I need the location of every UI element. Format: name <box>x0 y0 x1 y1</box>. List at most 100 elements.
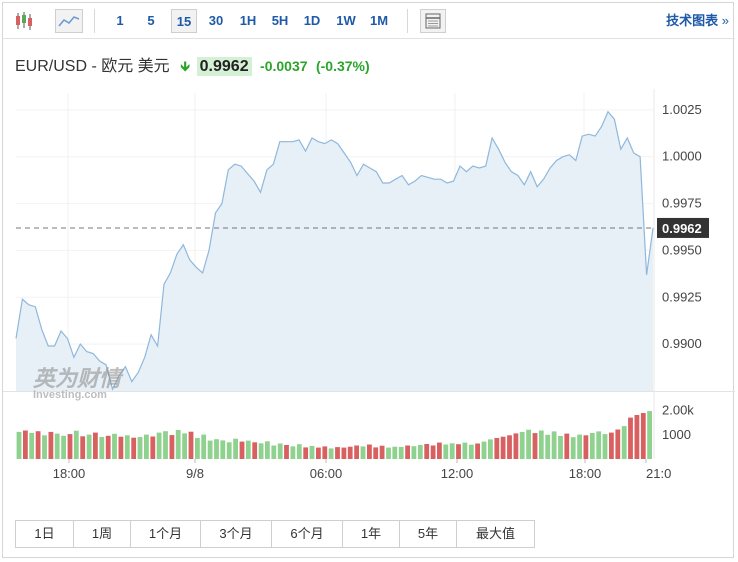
volume-bar <box>360 446 366 459</box>
volume-bar <box>335 447 340 459</box>
volume-bar <box>220 440 226 459</box>
volume-bar <box>118 436 124 459</box>
volume-bar <box>628 417 633 459</box>
volume-tick-label: 2.00k <box>662 403 694 418</box>
price-tick-label: 0.9950 <box>662 242 702 257</box>
volume-bar <box>602 434 608 459</box>
volume-bar <box>131 437 137 459</box>
volume-bar <box>86 434 92 459</box>
area-chart-icon[interactable] <box>55 9 83 33</box>
watermark-brand: 英为财情 <box>33 366 125 391</box>
volume-bar <box>42 435 47 459</box>
volume-bar <box>488 439 493 459</box>
volume-bar <box>564 433 570 459</box>
interval-5-button[interactable]: 5 <box>147 13 155 28</box>
volume-bar <box>437 442 442 459</box>
volume-bar <box>398 446 404 459</box>
volume-bar <box>551 431 557 459</box>
time-tick-label: 18:00 <box>569 466 602 481</box>
interval-15-button[interactable]: 15 <box>171 9 197 33</box>
volume-bar <box>23 430 28 459</box>
down-arrow-icon: 🡻 <box>180 58 191 74</box>
chart-toolbar: 1 5 15 30 1H 5H 1D 1W 1M 技术图表 » <box>3 3 735 39</box>
period-3m-button[interactable]: 3个月 <box>201 521 272 547</box>
volume-bar <box>245 440 251 459</box>
instrument-name: EUR/USD - 欧元 美元 <box>15 58 170 75</box>
price-tick-label: 1.0025 <box>662 102 702 117</box>
volume-bar <box>347 446 353 459</box>
volume-bar <box>54 433 60 459</box>
period-5y-button[interactable]: 5年 <box>400 521 457 547</box>
volume-bar <box>609 432 614 459</box>
technical-chart-link[interactable]: 技术图表 » <box>666 9 729 33</box>
volume-bar <box>93 432 98 459</box>
volume-bar <box>239 441 245 459</box>
volume-bar <box>621 426 627 459</box>
volume-bar <box>175 430 181 459</box>
volume-bar <box>392 446 398 459</box>
volume-bar <box>430 445 436 459</box>
interval-30-button[interactable]: 30 <box>208 13 224 28</box>
interval-5h-button[interactable]: 5H <box>271 13 289 28</box>
current-price-marker: 0.9962 <box>16 217 709 238</box>
quote-header: EUR/USD - 欧元 美元 🡻 0.9962 -0.0037 (-0.37%… <box>15 54 370 78</box>
interval-1h-button[interactable]: 1H <box>239 13 257 28</box>
volume-bar <box>634 415 640 459</box>
volume-bar <box>80 436 86 459</box>
period-1d-button[interactable]: 1日 <box>16 521 74 547</box>
price-tick-label: 0.9925 <box>662 289 702 304</box>
time-tick-label: 18:00 <box>53 466 86 481</box>
volume-bar <box>570 437 576 459</box>
volume-bar <box>105 435 111 459</box>
period-max-button[interactable]: 最大值 <box>475 526 515 541</box>
interval-1-button[interactable]: 1 <box>116 13 124 28</box>
toolbar-divider <box>94 9 95 33</box>
candlestick-chart-icon[interactable] <box>11 9 37 33</box>
interval-1w-button[interactable]: 1W <box>336 13 356 28</box>
volume-bar <box>513 433 519 459</box>
volume-bar <box>316 447 321 459</box>
interval-1m-button[interactable]: 1M <box>369 13 389 28</box>
volume-bar <box>124 435 130 459</box>
time-tick-label: 12:00 <box>441 466 474 481</box>
volume-bar <box>233 438 238 459</box>
price-change-percent: (-0.37%) <box>315 58 370 74</box>
volume-bar <box>367 444 372 459</box>
price-chart[interactable]: 1.0025 1.0000 0.9975 0.9950 0.9925 0.9900 2.0… <box>3 89 735 519</box>
volume-bar <box>67 434 73 459</box>
period-1m-button[interactable]: 1个月 <box>131 521 201 547</box>
volume-bar <box>373 447 379 459</box>
price-tick-label: 0.9975 <box>662 196 702 211</box>
time-tick-label: 21:0 <box>646 466 671 481</box>
volume-bar <box>462 442 468 459</box>
watermark-sub: Investing.com <box>33 389 107 401</box>
volume-bar <box>417 445 423 459</box>
volume-bar <box>538 430 544 459</box>
volume-bars <box>16 411 652 459</box>
data-table-icon[interactable] <box>420 9 446 33</box>
volume-bar <box>519 431 525 459</box>
volume-bar <box>475 443 480 459</box>
volume-bar <box>596 431 602 459</box>
current-price-label: 0.9962 <box>662 221 702 236</box>
price-change: -0.0037 <box>260 58 308 74</box>
investing-watermark: 英为财情 Investing.com <box>33 366 125 401</box>
price-axis: 1.0025 1.0000 0.9975 0.9950 0.9925 0.9900 <box>662 102 702 351</box>
volume-bar <box>507 435 512 459</box>
volume-bar <box>112 433 117 459</box>
volume-bar <box>545 434 551 459</box>
volume-bar <box>322 446 328 459</box>
volume-bar <box>411 446 417 459</box>
time-tick-label: 06:00 <box>310 466 343 481</box>
price-tick-label: 0.9900 <box>662 336 702 351</box>
volume-bar <box>456 444 461 459</box>
period-1w-button[interactable]: 1周 <box>74 521 131 547</box>
volume-bar <box>16 431 22 459</box>
volume-bar <box>214 439 219 459</box>
period-6m-button[interactable]: 6个月 <box>272 521 343 547</box>
volume-bar <box>405 445 410 459</box>
period-1y-button[interactable]: 1年 <box>343 521 400 547</box>
volume-bar <box>271 445 277 459</box>
interval-1d-button[interactable]: 1D <box>303 13 321 28</box>
